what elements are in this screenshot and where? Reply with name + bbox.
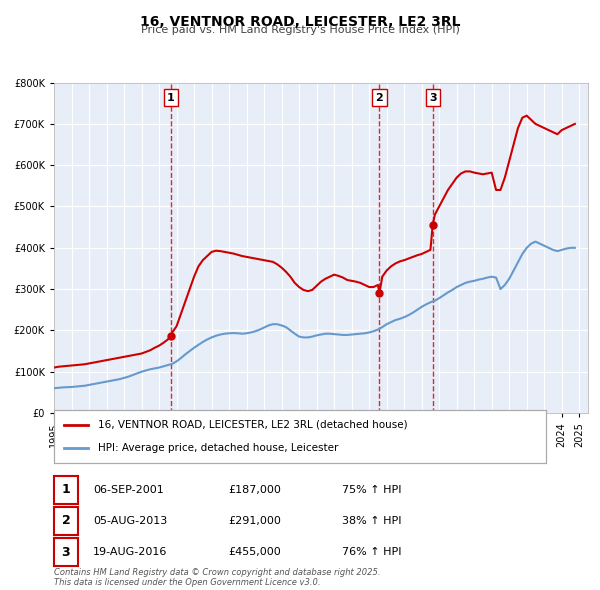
Text: Contains HM Land Registry data © Crown copyright and database right 2025.
This d: Contains HM Land Registry data © Crown c… (54, 568, 380, 587)
Text: £455,000: £455,000 (228, 548, 281, 557)
Text: 1: 1 (167, 93, 175, 103)
Text: 3: 3 (429, 93, 437, 103)
Text: HPI: Average price, detached house, Leicester: HPI: Average price, detached house, Leic… (98, 443, 338, 453)
Text: 16, VENTNOR ROAD, LEICESTER, LE2 3RL (detached house): 16, VENTNOR ROAD, LEICESTER, LE2 3RL (de… (98, 420, 408, 430)
Text: 2: 2 (62, 514, 70, 527)
Text: £187,000: £187,000 (228, 485, 281, 494)
Text: 2: 2 (376, 93, 383, 103)
Text: 05-AUG-2013: 05-AUG-2013 (93, 516, 167, 526)
Text: Price paid vs. HM Land Registry's House Price Index (HPI): Price paid vs. HM Land Registry's House … (140, 25, 460, 35)
Text: 19-AUG-2016: 19-AUG-2016 (93, 548, 167, 557)
Text: 75% ↑ HPI: 75% ↑ HPI (342, 485, 401, 494)
Text: £291,000: £291,000 (228, 516, 281, 526)
Text: 76% ↑ HPI: 76% ↑ HPI (342, 548, 401, 557)
Text: 06-SEP-2001: 06-SEP-2001 (93, 485, 164, 494)
Text: 38% ↑ HPI: 38% ↑ HPI (342, 516, 401, 526)
Text: 1: 1 (62, 483, 70, 496)
Text: 16, VENTNOR ROAD, LEICESTER, LE2 3RL: 16, VENTNOR ROAD, LEICESTER, LE2 3RL (140, 15, 460, 29)
Text: 3: 3 (62, 546, 70, 559)
